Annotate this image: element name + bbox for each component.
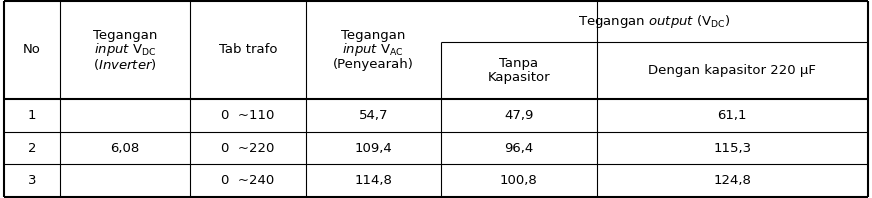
Text: Tegangan: Tegangan xyxy=(92,29,157,42)
Text: 0  ~110: 0 ~110 xyxy=(221,109,275,122)
Text: 61,1: 61,1 xyxy=(718,109,747,122)
Text: 0  ~220: 0 ~220 xyxy=(221,142,275,154)
Text: Tegangan: Tegangan xyxy=(341,29,405,42)
Text: Dengan kapasitor 220 μF: Dengan kapasitor 220 μF xyxy=(648,64,816,77)
Text: Tanpa: Tanpa xyxy=(500,57,538,70)
Text: 2: 2 xyxy=(28,142,37,154)
Text: 124,8: 124,8 xyxy=(713,174,751,187)
Text: 6,08: 6,08 xyxy=(110,142,140,154)
Text: 54,7: 54,7 xyxy=(358,109,388,122)
Text: 109,4: 109,4 xyxy=(354,142,392,154)
Text: 114,8: 114,8 xyxy=(354,174,392,187)
Text: Kapasitor: Kapasitor xyxy=(487,71,550,84)
Text: 1: 1 xyxy=(28,109,37,122)
Text: 0  ~240: 0 ~240 xyxy=(221,174,275,187)
Text: No: No xyxy=(23,44,41,56)
Text: $\mathit{input}$ V$_\mathrm{AC}$: $\mathit{input}$ V$_\mathrm{AC}$ xyxy=(343,42,404,58)
Text: Tab trafo: Tab trafo xyxy=(219,44,277,56)
Text: $\mathit{input}$ V$_\mathrm{DC}$: $\mathit{input}$ V$_\mathrm{DC}$ xyxy=(93,42,156,58)
Text: ($\mathit{Inverter}$): ($\mathit{Inverter}$) xyxy=(93,57,157,72)
Text: 96,4: 96,4 xyxy=(504,142,534,154)
Text: 3: 3 xyxy=(28,174,37,187)
Text: Tegangan $\mathit{output}$ (V$_\mathrm{DC}$): Tegangan $\mathit{output}$ (V$_\mathrm{D… xyxy=(578,13,731,30)
Text: 47,9: 47,9 xyxy=(504,109,534,122)
Text: 115,3: 115,3 xyxy=(713,142,751,154)
Text: 100,8: 100,8 xyxy=(500,174,538,187)
Text: (Penyearah): (Penyearah) xyxy=(333,58,413,71)
